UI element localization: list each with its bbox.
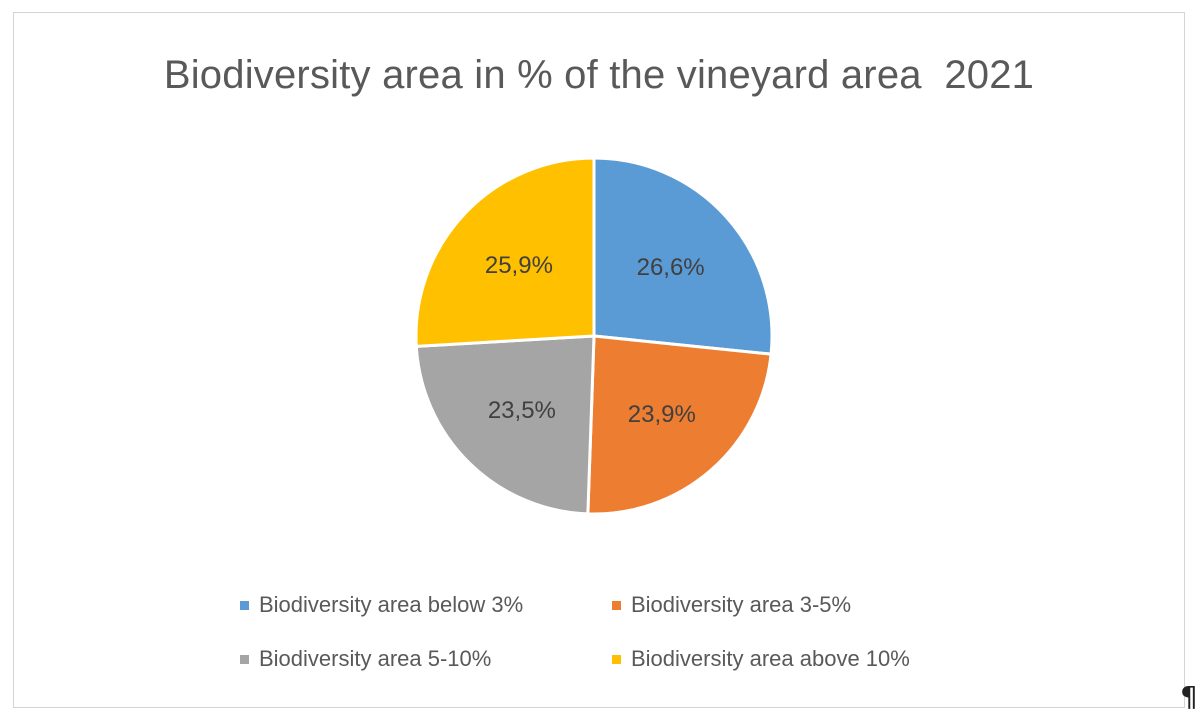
legend-item-below-3: Biodiversity area below 3% (240, 592, 612, 618)
pie-chart: 26,6% 23,9% 23,5% 25,9% (414, 156, 774, 516)
pie-slice-below-3 (592, 156, 774, 356)
data-label-3-5: 23,9% (628, 401, 696, 428)
pie-slice-3-5 (586, 334, 773, 516)
legend-row: Biodiversity area 5-10% Biodiversity are… (240, 632, 1000, 686)
legend-label-above-10: Biodiversity area above 10% (631, 646, 910, 671)
legend-swatch-5-10 (240, 654, 249, 664)
data-label-above-10: 25,9% (485, 252, 553, 279)
legend-item-3-5: Biodiversity area 3-5% (612, 592, 851, 618)
legend-swatch-3-5 (612, 600, 621, 610)
chart-frame: Biodiversity area in % of the vineyard a… (13, 12, 1185, 708)
legend-item-above-10: Biodiversity area above 10% (612, 646, 910, 672)
legend-swatch-below-3 (240, 600, 249, 610)
legend-row: Biodiversity area below 3% Biodiversity … (240, 578, 1000, 632)
legend-label-5-10: Biodiversity area 5-10% (259, 646, 492, 671)
chart-title: Biodiversity area in % of the vineyard a… (163, 53, 1035, 97)
data-label-5-10: 23,5% (488, 397, 556, 424)
legend-label-below-3: Biodiversity area below 3% (259, 592, 524, 617)
legend-item-5-10: Biodiversity area 5-10% (240, 646, 612, 672)
chart-legend: Biodiversity area below 3% Biodiversity … (240, 578, 1000, 686)
legend-swatch-above-10 (612, 654, 621, 664)
legend-label-3-5: Biodiversity area 3-5% (631, 592, 852, 617)
pie-slice-5-10 (414, 334, 596, 516)
data-label-below-3: 26,6% (637, 254, 705, 281)
paragraph-mark: ¶ (1180, 680, 1198, 713)
pie-slice-above-10 (414, 156, 596, 348)
